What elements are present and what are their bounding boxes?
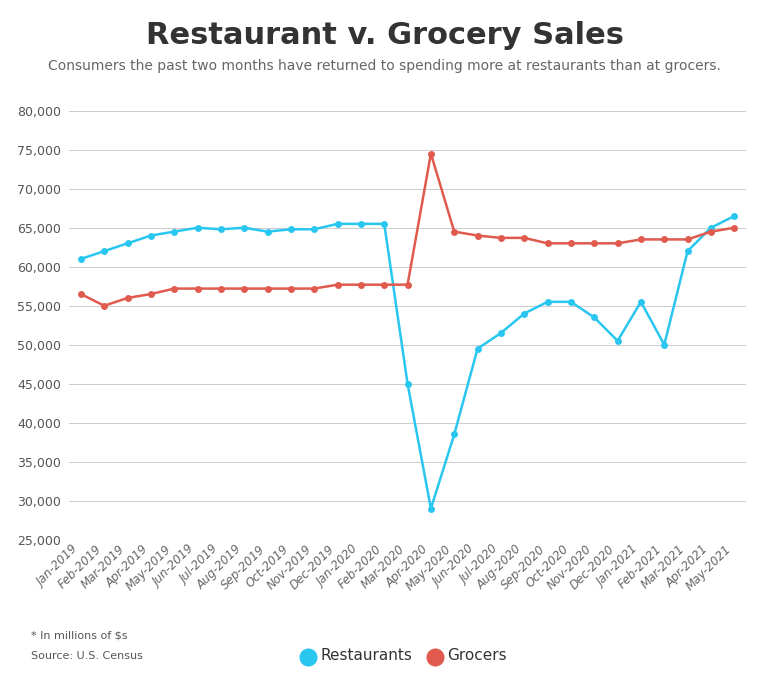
Line: Grocers: Grocers <box>78 150 737 309</box>
Legend: Restaurants, Grocers: Restaurants, Grocers <box>302 642 513 669</box>
Restaurants <box>286 225 295 233</box>
Grocers <box>333 280 342 289</box>
Grocers <box>100 302 109 310</box>
Restaurants <box>706 224 715 232</box>
Grocers <box>193 284 202 293</box>
Grocers <box>426 149 435 158</box>
Restaurants <box>450 430 459 439</box>
Restaurants <box>193 224 202 232</box>
Text: Consumers the past two months have returned to spending more at restaurants than: Consumers the past two months have retur… <box>48 59 721 73</box>
Grocers <box>263 284 272 293</box>
Restaurants <box>473 345 482 353</box>
Grocers <box>146 290 155 298</box>
Grocers <box>356 280 365 289</box>
Restaurants <box>730 212 739 220</box>
Restaurants <box>76 255 85 263</box>
Restaurants <box>333 219 342 228</box>
Restaurants <box>123 239 132 248</box>
Restaurants <box>636 298 645 306</box>
Grocers <box>730 224 739 232</box>
Grocers <box>403 280 412 289</box>
Restaurants <box>146 231 155 239</box>
Grocers <box>380 280 389 289</box>
Grocers <box>286 284 295 293</box>
Grocers <box>123 294 132 302</box>
Grocers <box>706 228 715 236</box>
Restaurants <box>240 224 249 232</box>
Grocers <box>450 228 459 236</box>
Grocers <box>543 239 552 248</box>
Grocers <box>170 284 179 293</box>
Grocers <box>683 235 692 244</box>
Restaurants <box>520 309 529 318</box>
Restaurants <box>170 228 179 236</box>
Restaurants <box>613 337 622 345</box>
Restaurants <box>310 225 319 233</box>
Text: * In millions of $s: * In millions of $s <box>31 630 127 640</box>
Grocers <box>613 239 622 248</box>
Restaurants <box>543 298 552 306</box>
Restaurants <box>566 298 575 306</box>
Restaurants <box>496 329 505 337</box>
Restaurants <box>356 219 365 228</box>
Grocers <box>496 234 505 242</box>
Restaurants <box>100 247 109 255</box>
Restaurants <box>403 380 412 388</box>
Restaurants <box>660 340 669 349</box>
Restaurants <box>683 247 692 255</box>
Grocers <box>473 231 482 239</box>
Text: Restaurant v. Grocery Sales: Restaurant v. Grocery Sales <box>145 21 624 50</box>
Grocers <box>310 284 319 293</box>
Grocers <box>520 234 529 242</box>
Grocers <box>76 290 85 298</box>
Restaurants <box>263 228 272 236</box>
Restaurants <box>380 219 389 228</box>
Restaurants <box>590 313 599 322</box>
Grocers <box>590 239 599 248</box>
Grocers <box>216 284 225 293</box>
Line: Restaurants: Restaurants <box>78 212 737 512</box>
Restaurants <box>426 504 435 513</box>
Restaurants <box>216 225 225 233</box>
Grocers <box>566 239 575 248</box>
Grocers <box>240 284 249 293</box>
Text: Source: U.S. Census: Source: U.S. Census <box>31 651 142 661</box>
Grocers <box>636 235 645 244</box>
Grocers <box>660 235 669 244</box>
